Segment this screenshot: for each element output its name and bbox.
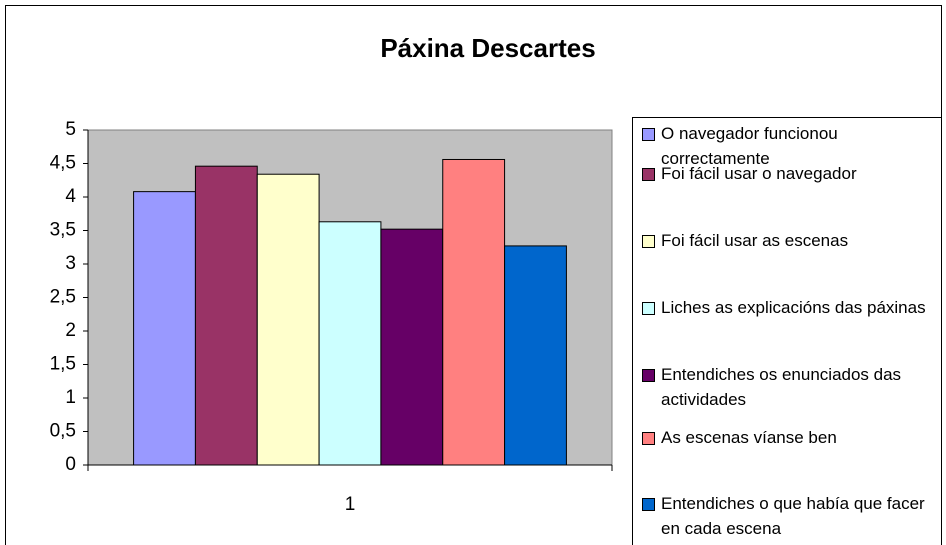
legend-label: Foi fácil usar as escenas (661, 231, 849, 250)
legend-label: O navegador funcionou correctamente (661, 124, 838, 168)
y-tick-label: 2 (65, 320, 76, 341)
legend-entry: Foi fácil usar o navegador (642, 161, 942, 186)
y-tick-label: 0,5 (50, 421, 76, 442)
y-tick-label: 0 (65, 454, 76, 475)
bar (256, 173, 320, 466)
bar (442, 158, 506, 466)
y-tick-label: 3,5 (50, 220, 76, 241)
legend-swatch (642, 432, 655, 445)
legend-label: Foi fácil usar o navegador (661, 164, 857, 183)
y-tick-label: 4,5 (50, 153, 76, 174)
legend-label: Entendiches o que había que facer en cad… (661, 494, 925, 538)
bar (504, 245, 567, 466)
legend-box (632, 117, 942, 545)
legend-entry: O navegador funcionou correctamente (642, 121, 942, 171)
x-tick-label: 1 (345, 494, 356, 515)
chart-title: Páxina Descartes (380, 33, 595, 63)
bar (133, 191, 196, 466)
legend-swatch (642, 302, 655, 315)
bar (318, 221, 382, 466)
legend-swatch (642, 128, 655, 141)
y-tick-label: 1,5 (50, 354, 76, 375)
legend-swatch (642, 235, 655, 248)
legend-entry: Liches as explicacións das páxinas (642, 295, 942, 320)
y-tick-label: 4 (65, 186, 76, 207)
legend-swatch (642, 369, 655, 382)
legend-entry: Foi fácil usar as escenas (642, 228, 942, 253)
y-tick-label: 5 (65, 119, 76, 140)
legend-label: Liches as explicacións das páxinas (661, 298, 926, 317)
y-tick-label: 3 (65, 253, 76, 274)
y-tick-label: 2,5 (50, 287, 76, 308)
legend-swatch (642, 498, 655, 511)
y-tick-label: 1 (65, 387, 76, 408)
bar (194, 165, 258, 466)
bar (380, 228, 444, 466)
legend-entry: Entendiches os enunciados das actividade… (642, 362, 942, 412)
legend-label: Entendiches os enunciados das actividade… (661, 365, 902, 409)
legend-label: As escenas víanse ben (661, 428, 837, 447)
legend-swatch (642, 168, 655, 181)
legend-entry: Entendiches o que había que facer en cad… (642, 491, 942, 541)
legend-entry: As escenas víanse ben (642, 425, 942, 450)
